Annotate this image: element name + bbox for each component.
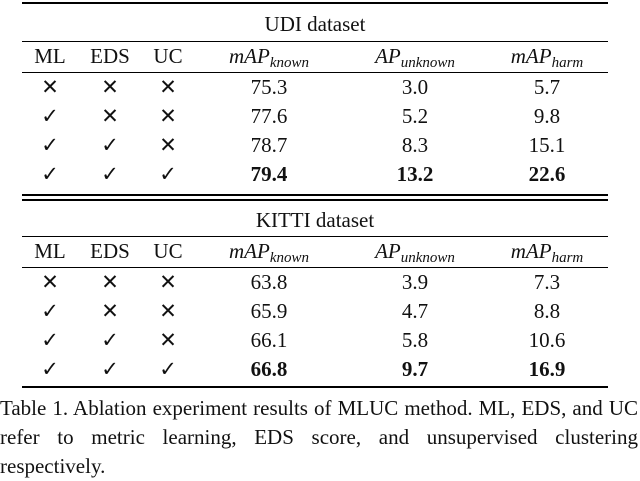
header-ap-unknown: APunknown [344, 42, 486, 74]
ml-mark: ✓ [41, 133, 59, 157]
header-map-known-base: mAP [229, 239, 270, 263]
header-ap-unknown-base: AP [375, 44, 401, 68]
ap-unknown-value: 9.7 [401, 357, 429, 381]
table-row: ✕ ✕ ✕ 63.8 3.9 7.3 [22, 268, 608, 297]
table-row: ✓ ✕ ✕ 77.6 5.2 9.8 [22, 102, 608, 131]
ap-unknown-value: 8.3 [401, 133, 429, 157]
header-uc: UC [153, 44, 183, 68]
map-known-value: 78.7 [250, 133, 288, 157]
table-row: ✕ ✕ ✕ 75.3 3.0 5.7 [22, 73, 608, 102]
map-harm-value: 22.6 [528, 162, 566, 186]
header-ml: ML [34, 44, 66, 68]
ap-unknown-value: 4.7 [401, 299, 429, 323]
eds-mark: ✓ [101, 357, 119, 381]
header-eds: EDS [90, 239, 130, 263]
map-harm-value: 7.3 [533, 270, 561, 294]
map-harm-value: 15.1 [528, 133, 566, 157]
ml-mark: ✕ [41, 75, 59, 99]
eds-mark: ✓ [101, 328, 119, 352]
table-bottom-rule [22, 386, 608, 388]
map-harm-value: 10.6 [528, 328, 566, 352]
ap-unknown-value: 3.0 [401, 75, 429, 99]
eds-mark: ✕ [101, 270, 119, 294]
map-harm-value: 8.8 [533, 299, 561, 323]
header-map-harm-sub: harm [551, 55, 584, 71]
header-map-harm-sub: harm [551, 250, 584, 266]
section-divider [22, 41, 608, 42]
uc-mark: ✕ [159, 104, 177, 128]
eds-mark: ✕ [101, 299, 119, 323]
uc-mark: ✓ [159, 162, 177, 186]
header-uc: UC [153, 239, 183, 263]
uc-mark: ✕ [159, 328, 177, 352]
header-map-harm: mAPharm [486, 42, 608, 74]
map-known-value: 66.1 [250, 328, 288, 352]
header-map-harm-base: mAP [510, 44, 552, 68]
map-harm-value: 16.9 [528, 357, 566, 381]
map-known-value: 77.6 [250, 104, 288, 128]
map-harm-value: 9.8 [533, 104, 561, 128]
table-row: ✓ ✓ ✕ 66.1 5.8 10.6 [22, 326, 608, 355]
ml-mark: ✓ [41, 299, 59, 323]
header-eds: EDS [90, 44, 130, 68]
udi-header-row: ML EDS UC mAPknown APunknown mAPharm [22, 42, 608, 71]
uc-mark: ✕ [159, 270, 177, 294]
header-map-harm-base: mAP [510, 239, 552, 263]
ap-unknown-value: 5.8 [401, 328, 429, 352]
ap-unknown-value: 3.9 [401, 270, 429, 294]
header-ap-unknown-sub: unknown [400, 55, 455, 71]
ml-mark: ✓ [41, 328, 59, 352]
uc-mark: ✕ [159, 75, 177, 99]
header-rule [22, 267, 608, 268]
table-row: ✓ ✕ ✕ 65.9 4.7 8.8 [22, 297, 608, 326]
ap-unknown-value: 13.2 [396, 162, 434, 186]
table-row: ✓ ✓ ✕ 78.7 8.3 15.1 [22, 131, 608, 160]
header-map-harm: mAPharm [486, 237, 608, 269]
map-known-value: 63.8 [250, 270, 288, 294]
header-rule [22, 72, 608, 73]
ml-mark: ✓ [41, 104, 59, 128]
section-bottom-rule [22, 194, 608, 196]
kitti-section-title: KITTI dataset [255, 208, 375, 232]
header-ap-unknown-sub: unknown [400, 250, 455, 266]
ml-mark: ✕ [41, 270, 59, 294]
table-row: ✓ ✓ ✓ 66.8 9.7 16.9 [22, 355, 608, 384]
table-caption: Table 1. Ablation experiment results of … [0, 396, 638, 478]
map-known-value: 75.3 [250, 75, 288, 99]
uc-mark: ✕ [159, 299, 177, 323]
header-map-known-sub: known [269, 250, 309, 266]
table-top-rule [22, 2, 608, 4]
header-ap-unknown-base: AP [375, 239, 401, 263]
map-harm-value: 5.7 [533, 75, 561, 99]
section-divider [22, 236, 608, 237]
header-ap-unknown: APunknown [344, 237, 486, 269]
map-known-value: 66.8 [250, 357, 288, 381]
ml-mark: ✓ [41, 162, 59, 186]
map-known-value: 79.4 [250, 162, 288, 186]
header-ml: ML [34, 239, 66, 263]
eds-mark: ✕ [101, 104, 119, 128]
kitti-header-row: ML EDS UC mAPknown APunknown mAPharm [22, 237, 608, 266]
eds-mark: ✓ [101, 133, 119, 157]
uc-mark: ✕ [159, 133, 177, 157]
header-map-known: mAPknown [194, 42, 344, 74]
eds-mark: ✕ [101, 75, 119, 99]
ml-mark: ✓ [41, 357, 59, 381]
header-map-known-sub: known [269, 55, 309, 71]
uc-mark: ✓ [159, 357, 177, 381]
header-map-known-base: mAP [229, 44, 270, 68]
section-top-rule [22, 199, 608, 201]
udi-section-title: UDI dataset [264, 12, 366, 36]
eds-mark: ✓ [101, 162, 119, 186]
table-row: ✓ ✓ ✓ 79.4 13.2 22.6 [22, 160, 608, 189]
map-known-value: 65.9 [250, 299, 288, 323]
header-map-known: mAPknown [194, 237, 344, 269]
ap-unknown-value: 5.2 [401, 104, 429, 128]
